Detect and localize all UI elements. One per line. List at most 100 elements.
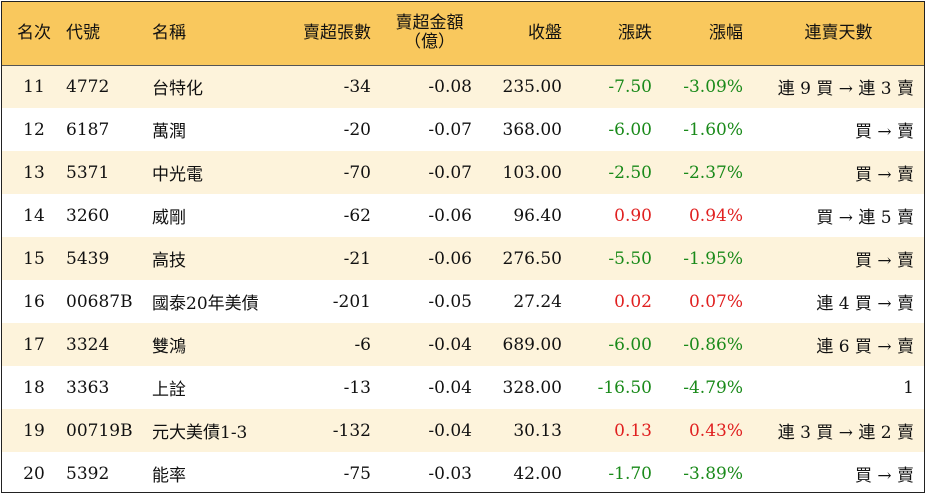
table-row: 16 00687B 國泰20年美債 -201 -0.05 27.24 0.02 0.07% 連 … [2,280,924,323]
header-net-sell-amount-line1: 賣超金額 [395,13,464,34]
cell-close: 30.13 [513,420,562,441]
cell-change: -1.70 [608,463,652,484]
cell-rank: 20 [23,463,45,484]
cell-pct: -4.79% [683,377,743,398]
cell-streak: 買 → 賣 [854,165,914,185]
cell-net-sell-amount: -0.07 [428,162,472,183]
cell-pct: 0.43% [688,420,743,441]
cell-name: 雙鴻 [152,337,186,357]
cell-name: 能率 [152,466,186,486]
cell-net-sell-lots: -70 [343,162,371,183]
cell-net-sell-lots: -75 [343,463,371,484]
cell-streak: 連 3 買 → 連 2 賣 [777,423,914,443]
cell-net-sell-amount: -0.03 [428,463,472,484]
cell-change: -16.50 [597,377,652,398]
cell-net-sell-lots: -21 [343,248,371,269]
cell-name: 台特化 [152,79,203,100]
cell-net-sell-lots: -62 [343,205,371,226]
table-body: 11 4772 台特化 -34 -0.08 235.00 -7.50 -3.09% 連 9 買 … [2,65,924,492]
cell-code: 5439 [66,248,110,269]
cell-rank: 12 [23,119,45,140]
cell-net-sell-amount: -0.06 [428,205,472,226]
cell-name: 中光電 [152,165,203,185]
cell-close: 96.40 [513,205,562,226]
cell-code: 3260 [66,205,110,226]
cell-close: 27.24 [513,291,562,312]
cell-rank: 17 [23,334,45,355]
header-row: 名次 代號 名稱 賣超張數 賣超金額 （億） 收盤 漲跌 漲幅 連賣天數 [2,2,924,66]
cell-net-sell-amount: -0.06 [428,248,472,269]
cell-net-sell-lots: -34 [343,76,371,97]
cell-code: 3324 [66,334,110,355]
cell-streak: 買 → 賣 [854,466,914,486]
cell-close: 276.50 [502,248,562,269]
table-row: 19 00719B 元大美債1-3 -132 -0.04 30.13 0.13 0.43% 連 … [2,409,924,452]
cell-code: 00687B [66,291,133,312]
cell-streak: 買 → 賣 [854,122,914,142]
cell-streak: 買 → 連 5 賣 [816,208,914,228]
cell-change: -7.50 [608,76,652,97]
cell-name: 上詮 [152,380,186,400]
cell-close: 368.00 [502,119,562,140]
cell-streak: 連 9 買 → 連 3 賣 [777,79,914,100]
cell-pct: -2.37% [683,162,743,183]
cell-pct: -0.86% [683,334,743,355]
cell-rank: 18 [23,377,45,398]
header-streak: 連賣天數 [751,2,924,66]
table-row: 17 3324 雙鴻 -6 -0.04 689.00 -6.00 -0.86% 連 6 買 → … [2,323,924,366]
cell-change: -5.50 [608,248,652,269]
cell-rank: 19 [23,420,45,441]
header-net-sell-amount: 賣超金額 （億） [379,2,480,66]
cell-name: 元大美債1-3 [152,423,248,443]
cell-rank: 11 [23,76,45,97]
cell-streak: 連 4 買 → 賣 [816,294,914,314]
cell-pct: 0.07% [688,291,743,312]
cell-code: 5371 [66,162,110,183]
cell-rank: 13 [23,162,45,183]
cell-code: 3363 [66,377,110,398]
header-change: 漲跌 [570,2,660,66]
cell-change: -2.50 [608,162,652,183]
cell-net-sell-amount: -0.08 [428,76,472,97]
table-row: 15 5439 高技 -21 -0.06 276.50 -5.50 -1.95% 買 → 賣 [2,237,924,280]
cell-net-sell-amount: -0.04 [428,420,472,441]
cell-change: 0.13 [614,420,652,441]
table-row: 11 4772 台特化 -34 -0.08 235.00 -7.50 -3.09% 連 9 買 … [2,65,924,108]
cell-name: 威剛 [152,208,186,228]
cell-net-sell-lots: -201 [332,291,371,312]
cell-close: 103.00 [502,162,562,183]
table-row: 12 6187 萬潤 -20 -0.07 368.00 -6.00 -1.60% 買 → 賣 [2,108,924,151]
table-row: 13 5371 中光電 -70 -0.07 103.00 -2.50 -2.37% 買 → 賣 [2,151,924,194]
cell-streak: 連 6 買 → 賣 [816,337,914,357]
table-row: 20 5392 能率 -75 -0.03 42.00 -1.70 -3.89% 買 → 賣 [2,452,924,492]
cell-close: 689.00 [502,334,562,355]
cell-pct: -3.09% [683,76,743,97]
cell-net-sell-amount: -0.07 [428,119,472,140]
cell-close: 235.00 [502,76,562,97]
cell-pct: 0.94% [688,205,743,226]
cell-net-sell-lots: -132 [332,420,371,441]
cell-change: -6.00 [608,334,652,355]
cell-name: 國泰20年美債 [152,294,259,314]
cell-streak: 買 → 賣 [854,251,914,271]
cell-code: 00719B [66,420,133,441]
header-name: 名稱 [152,2,286,66]
cell-code: 5392 [66,463,110,484]
cell-code: 6187 [66,119,110,140]
header-code: 代號 [66,2,152,66]
cell-net-sell-lots: -6 [354,334,371,355]
header-close: 收盤 [480,2,570,66]
header-pct: 漲幅 [660,2,751,66]
header-net-sell-amount-line2: （億） [404,32,455,53]
header-net-sell-lots: 賣超張數 [286,2,379,66]
cell-name: 萬潤 [152,122,186,142]
cell-pct: -1.60% [683,119,743,140]
cell-change: 0.90 [614,205,652,226]
cell-net-sell-amount: -0.04 [428,334,472,355]
cell-change: 0.02 [614,291,652,312]
cell-rank: 14 [23,205,45,226]
cell-code: 4772 [66,76,110,97]
table-row: 18 3363 上詮 -13 -0.04 328.00 -16.50 -4.79% 1 [2,366,924,409]
